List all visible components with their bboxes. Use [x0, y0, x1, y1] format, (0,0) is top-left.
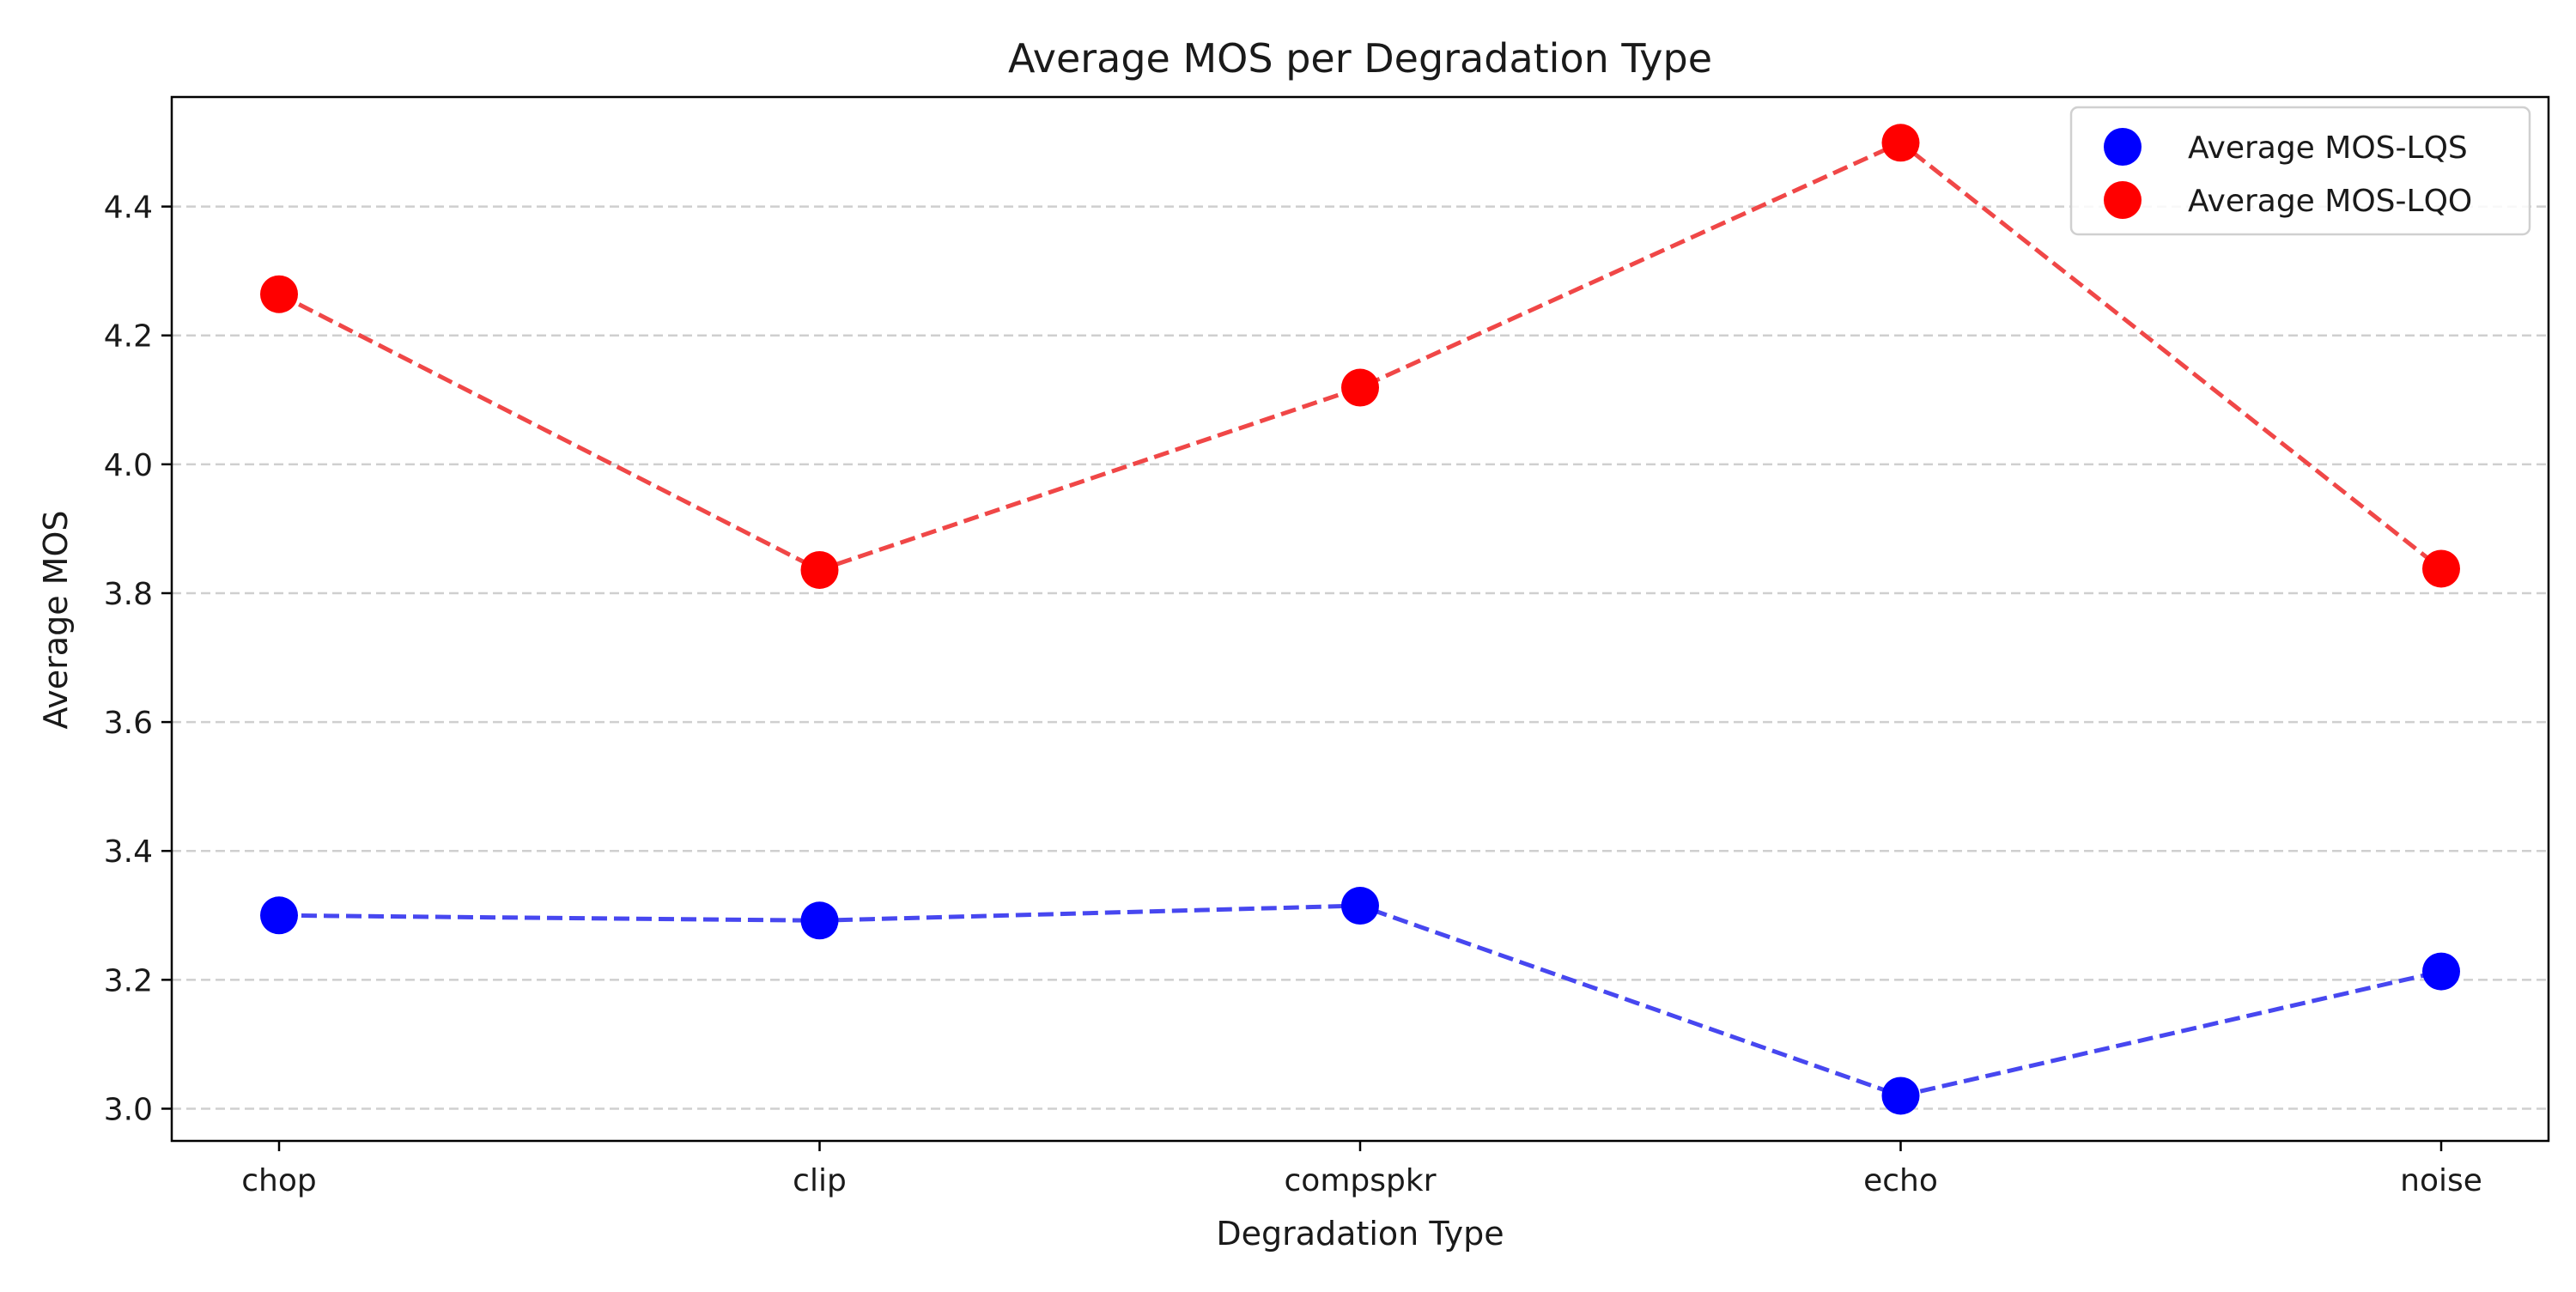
data-point — [260, 896, 298, 935]
y-tick-label: 3.6 — [104, 706, 153, 741]
series-mos-lqs — [260, 887, 2460, 1115]
y-tick-label: 3.8 — [104, 577, 153, 612]
y-tick-label: 3.2 — [104, 963, 153, 998]
tick-layer: 3.0 3.2 3.4 3.6 3.8 4.0 4.2 4.4 chop clip compspkr… — [104, 191, 2482, 1198]
data-point — [1341, 368, 1379, 407]
x-tick-label: noise — [2400, 1163, 2482, 1198]
data-point — [1881, 124, 1920, 162]
y-tick-label: 4.0 — [104, 448, 153, 483]
y-axis-label: Average MOS — [37, 511, 75, 730]
data-point — [800, 901, 839, 940]
y-tick-label: 4.4 — [104, 191, 153, 226]
x-tick-label: compspkr — [1285, 1163, 1437, 1198]
grid-layer — [172, 205, 2549, 1110]
data-point — [2422, 549, 2460, 588]
series-layer — [260, 124, 2460, 1115]
data-point — [2422, 952, 2460, 991]
chart-title: Average MOS per Degradation Type — [1008, 35, 1712, 82]
legend-marker — [2104, 128, 2142, 166]
data-point — [260, 275, 298, 313]
data-point — [1881, 1077, 1920, 1115]
series-line — [277, 140, 2443, 573]
legend-label: Average MOS-LQS — [2188, 130, 2468, 166]
x-tick-label: chop — [241, 1163, 317, 1198]
legend: Average MOS-LQS Average MOS-LQO — [2069, 106, 2531, 236]
data-point — [1341, 887, 1379, 925]
data-point — [800, 550, 839, 589]
x-tick-label: echo — [1863, 1163, 1938, 1198]
legend-label: Average MOS-LQO — [2188, 184, 2472, 219]
x-tick-label: clip — [793, 1163, 847, 1198]
x-axis-label: Degradation Type — [1216, 1215, 1504, 1253]
legend-marker — [2104, 181, 2142, 219]
series-mos-lqo — [260, 124, 2460, 589]
y-tick-label: 4.2 — [104, 319, 153, 355]
legend-box — [2069, 106, 2531, 236]
y-tick-label: 3.0 — [104, 1092, 153, 1127]
y-tick-label: 3.4 — [104, 834, 153, 870]
